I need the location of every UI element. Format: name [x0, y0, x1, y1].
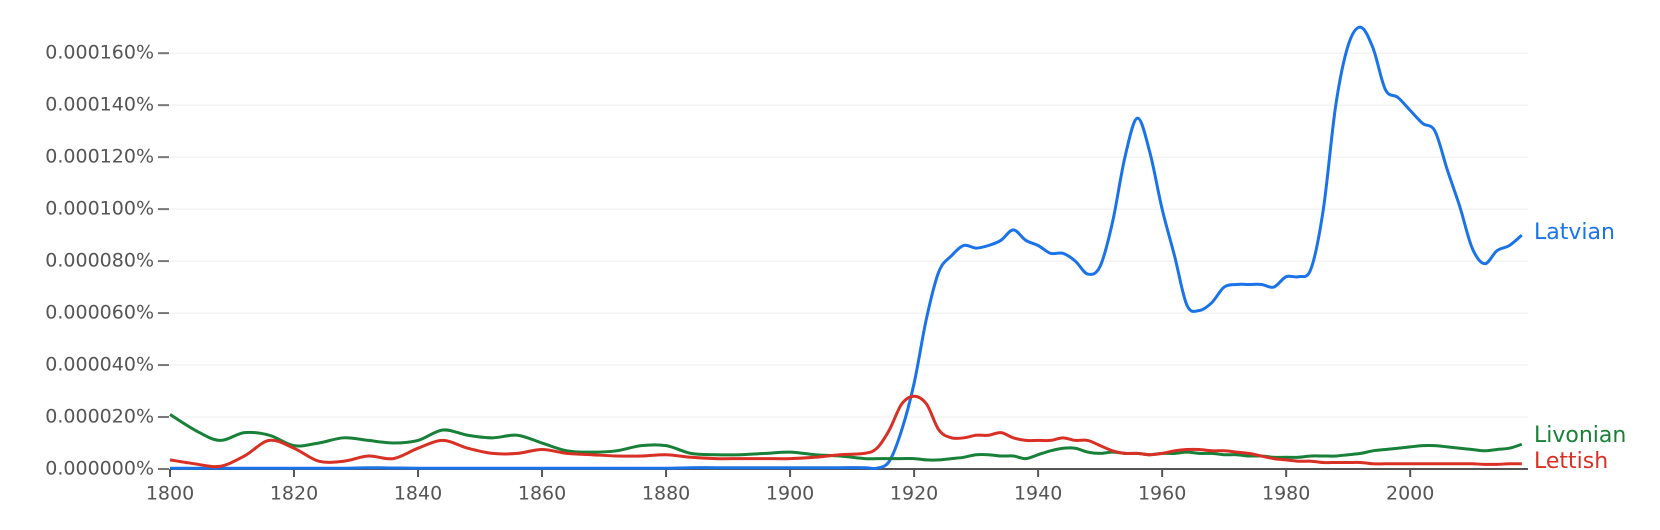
- x-tick-label: 1980: [1262, 483, 1310, 505]
- x-tick-label: 1800: [146, 483, 194, 505]
- y-tick-label: 0.000020%: [45, 406, 154, 428]
- y-tick-label: 0.000040%: [45, 354, 154, 376]
- y-tick-label: 0.000080%: [45, 250, 154, 272]
- legend-label: Livonian: [1534, 423, 1626, 448]
- x-tick-label: 1860: [518, 483, 566, 505]
- y-tick-label: 0.000060%: [45, 302, 154, 324]
- x-tick-label: 1840: [394, 483, 442, 505]
- y-tick-label: 0.000160%: [45, 42, 154, 64]
- y-tick-label: 0.000100%: [45, 198, 154, 220]
- y-tick-label: 0.000000%: [45, 458, 154, 480]
- y-tick-label: 0.000140%: [45, 94, 154, 116]
- series-line: [169, 413, 1523, 462]
- legend-label: Lettish: [1534, 449, 1608, 474]
- x-tick-label: 1880: [642, 483, 690, 505]
- x-tick-label: 1920: [890, 483, 938, 505]
- x-tick-label: 1960: [1138, 483, 1186, 505]
- x-tick-label: 1940: [1014, 483, 1062, 505]
- series-line: [169, 25, 1523, 471]
- legend-label: Latvian: [1534, 220, 1615, 245]
- series-line: [169, 394, 1522, 469]
- y-tick-label: 0.000120%: [45, 146, 154, 168]
- x-tick-label: 2000: [1386, 483, 1434, 505]
- x-tick-label: 1820: [270, 483, 318, 505]
- x-tick-label: 1900: [766, 483, 814, 505]
